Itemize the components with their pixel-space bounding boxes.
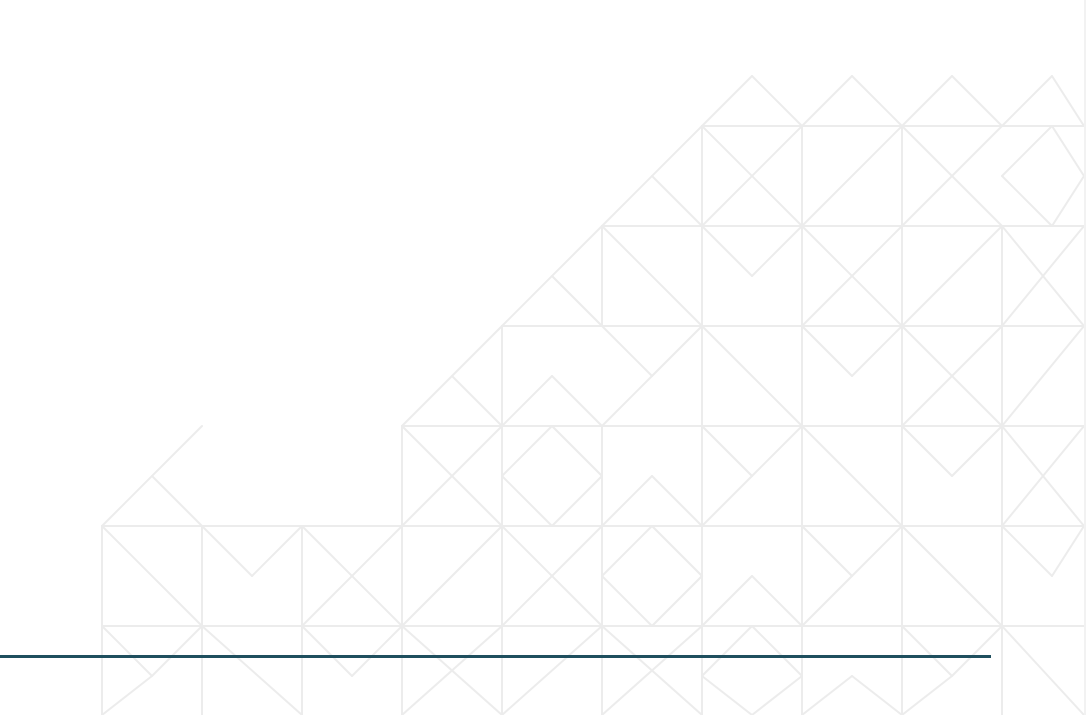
pattern-diagonal-121 (751, 625, 803, 677)
pattern-peak-133 (801, 75, 853, 127)
pattern-diagonal-105 (851, 525, 903, 577)
pattern-diagonal-48 (801, 125, 903, 227)
pattern-diagonal-76 (551, 425, 603, 477)
pattern-slope-142 (551, 275, 603, 327)
pattern-diagonal-70 (851, 325, 903, 377)
pattern-diagonal-57 (751, 225, 803, 277)
pattern-diagonal-85 (801, 425, 903, 527)
pattern-diagonal-66 (651, 325, 703, 377)
pattern-diagonal-68 (701, 325, 803, 427)
pattern-diagonal-81 (651, 475, 703, 527)
pattern-diagonal-60 (901, 225, 1003, 327)
pattern-diagonal-102 (701, 575, 753, 627)
pattern-diagonal-50 (901, 125, 1003, 227)
pattern-diagonal-125 (801, 675, 853, 715)
pattern-diagonal-107 (901, 525, 1003, 627)
pattern-diagonal-124 (701, 625, 753, 677)
pattern-diagonal-99 (651, 575, 703, 627)
pattern-peak-135 (901, 75, 953, 127)
pattern-diagonal-47 (701, 125, 803, 227)
pattern-slope-146 (151, 475, 203, 527)
pattern-diagonal-126 (851, 675, 903, 715)
pattern-diagonal-78 (501, 475, 553, 527)
pattern-diagonal-79 (501, 425, 553, 477)
pattern-diagonal-52 (1051, 175, 1085, 227)
pattern-diagonal-91 (201, 525, 253, 577)
pattern-diagonal-90 (101, 525, 203, 627)
pattern-diagonal-95 (401, 525, 503, 627)
pattern-diagonal-59 (801, 225, 903, 327)
pattern-diagonal-127 (901, 625, 953, 677)
pattern-diagonal-103 (751, 575, 803, 627)
pattern-diagonal-53 (1001, 175, 1053, 227)
pattern-diagonal-101 (601, 525, 653, 577)
pattern-diagonal-128 (951, 625, 1003, 677)
pattern-slope-144 (451, 375, 503, 427)
pattern-diagonal-98 (651, 525, 703, 577)
pattern-peak-136 (951, 75, 1003, 127)
pattern-diagonal-106 (801, 575, 853, 627)
pattern-diagonal-54 (1001, 125, 1053, 177)
pattern-diagonal-113 (201, 625, 303, 715)
pattern-diagonal-94 (301, 525, 403, 627)
pattern-diagonal-110 (101, 625, 153, 677)
pattern-diagonal-86 (901, 425, 953, 477)
pattern-diagonal-65 (601, 325, 653, 377)
pattern-diagonal-129 (901, 675, 953, 715)
pattern-diagonal-123 (701, 675, 753, 715)
pattern-diagonal-80 (601, 475, 653, 527)
pattern-diagonal-108 (1001, 525, 1053, 577)
pattern-diagonal-109 (1051, 525, 1085, 577)
pattern-diagonal-114 (301, 625, 353, 677)
pattern-diagonal-84 (701, 475, 753, 527)
pattern-diagonal-82 (701, 425, 753, 477)
accent-divider-line (0, 655, 991, 658)
pattern-peak-132 (751, 75, 803, 127)
pattern-diagonal-63 (501, 375, 553, 427)
pattern-diagonal-87 (951, 425, 1003, 477)
pattern-diagonal-67 (601, 375, 653, 427)
pattern-diagonal-55 (601, 225, 703, 327)
slide-edge-border (1084, 0, 1086, 715)
pattern-diagonal-92 (251, 525, 303, 577)
pattern-diagonal-77 (551, 475, 603, 527)
pattern-diagonal-115 (351, 625, 403, 677)
pattern-diagonal-69 (801, 325, 853, 377)
pattern-diagonal-97 (501, 525, 603, 627)
pattern-diagonal-130 (1001, 625, 1085, 715)
pattern-peak-134 (851, 75, 903, 127)
pattern-peak-137 (1001, 75, 1053, 127)
pattern-diagonal-83 (751, 425, 803, 477)
pattern-diagonal-89 (1001, 425, 1085, 527)
pattern-diagonal-56 (701, 225, 753, 277)
pattern-diagonal-104 (801, 525, 853, 577)
pattern-diagonal-62 (1001, 225, 1085, 327)
pattern-diagonal-112 (101, 675, 153, 715)
pattern-diagonal-120 (601, 625, 703, 715)
pattern-diagonal-51 (1051, 125, 1085, 177)
pattern-diagonal-122 (751, 675, 803, 715)
pattern-diagonal-118 (501, 625, 603, 715)
pattern-diagonal-75 (401, 425, 503, 527)
pattern-diagonal-72 (901, 325, 1003, 427)
pattern-peak-138 (1051, 75, 1085, 127)
pattern-diagonal-111 (151, 625, 203, 677)
pattern-diagonal-64 (551, 375, 603, 427)
pattern-peak-131 (701, 75, 753, 127)
pattern-slope-140 (651, 175, 703, 227)
pattern-diagonal-117 (401, 625, 503, 715)
pattern-diagonal-73 (1001, 325, 1085, 427)
pattern-diagonal-100 (601, 575, 653, 627)
